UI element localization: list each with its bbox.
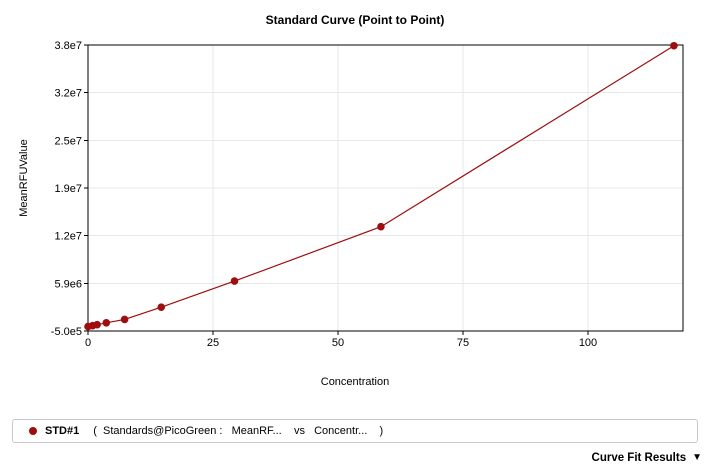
legend: STD#1 ( Standards@PicoGreen : MeanRF... …	[12, 419, 698, 443]
data-point[interactable]	[120, 315, 129, 324]
curve-fit-results-label: Curve Fit Results	[591, 452, 687, 464]
y-tick-label: 3.2e7	[54, 88, 82, 100]
data-point[interactable]	[377, 222, 385, 231]
series-marker-icon	[29, 427, 37, 435]
y-tick-label: 2.5e7	[54, 135, 82, 147]
x-tick-label: 25	[207, 337, 219, 349]
chevron-down-icon: ▼	[692, 452, 702, 463]
y-tick-label: 3.8e7	[54, 40, 82, 52]
data-point[interactable]	[93, 320, 101, 329]
y-tick-label: 1.2e7	[54, 231, 82, 243]
data-point[interactable]	[102, 319, 111, 327]
data-point[interactable]	[230, 277, 239, 285]
series-line	[87, 45, 675, 328]
x-tick-label: 75	[457, 337, 469, 349]
x-axis-title: Concentration	[320, 376, 390, 388]
y-tick-label: 5.9e6	[54, 278, 82, 290]
standard-curve-plot: 0 25 50 75 100 -5.0e5 5.9e6 1.2e7 1.9e7 2.5e7 3.2e…	[51, 40, 684, 349]
y-tick-label: -5.0e5	[51, 326, 82, 338]
data-point[interactable]	[157, 303, 166, 311]
legend-item-std1[interactable]: STD#1 ( Standards@PicoGreen : MeanRF... …	[13, 425, 383, 437]
x-tick-label: 0	[85, 337, 91, 349]
legend-series-description: ( Standards@PicoGreen : MeanRF... vs Con…	[93, 425, 384, 437]
x-tick-label: 50	[332, 337, 344, 349]
legend-series-name: STD#1	[45, 425, 80, 437]
curve-fit-results-toggle[interactable]: Curve Fit Results ▼	[592, 452, 702, 464]
x-tick-label: 100	[579, 337, 597, 349]
y-tick-label: 1.9e7	[54, 183, 82, 195]
data-point[interactable]	[670, 41, 678, 50]
chart-title: Standard Curve (Point to Point)	[265, 13, 445, 27]
